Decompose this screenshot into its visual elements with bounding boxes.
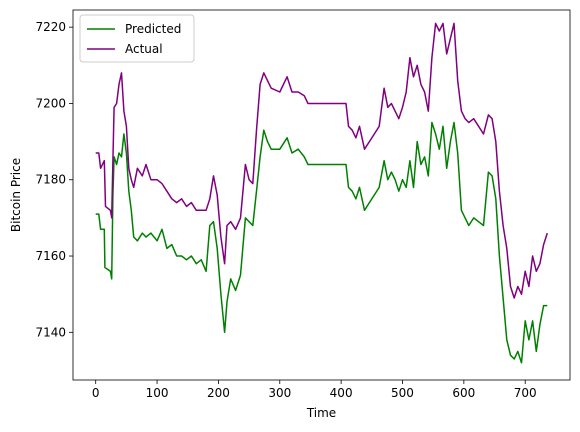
y-tick-label: 7160 — [35, 249, 66, 263]
x-tick-label: 400 — [330, 386, 353, 400]
legend-label-predicted: Predicted — [125, 22, 181, 36]
x-tick-label: 100 — [146, 386, 169, 400]
y-tick-label: 7180 — [35, 173, 66, 187]
x-axis-label: Time — [306, 406, 336, 420]
y-tick-label: 7140 — [35, 325, 66, 339]
y-tick-label: 7200 — [35, 96, 66, 110]
y-axis-label: Bitcoin Price — [9, 158, 23, 232]
y-axis: 7140 7160 7180 7200 7220 — [35, 20, 73, 339]
x-axis: 0 100 200 300 400 500 600 700 — [92, 380, 537, 400]
x-tick-label: 0 — [92, 386, 100, 400]
x-tick-label: 300 — [268, 386, 291, 400]
series-line-predicted — [95, 121, 548, 364]
legend-box — [79, 14, 195, 63]
series-line-actual — [95, 22, 549, 299]
x-tick-label: 700 — [514, 386, 537, 400]
x-tick-label: 600 — [452, 386, 475, 400]
legend-label-actual: Actual — [125, 42, 163, 56]
x-tick-label: 500 — [391, 386, 414, 400]
series-layer — [95, 22, 549, 364]
legend: Predicted Actual — [79, 14, 195, 63]
x-tick-label: 200 — [207, 386, 230, 400]
y-tick-label: 7220 — [35, 20, 66, 34]
plot-area-frame — [72, 9, 571, 381]
